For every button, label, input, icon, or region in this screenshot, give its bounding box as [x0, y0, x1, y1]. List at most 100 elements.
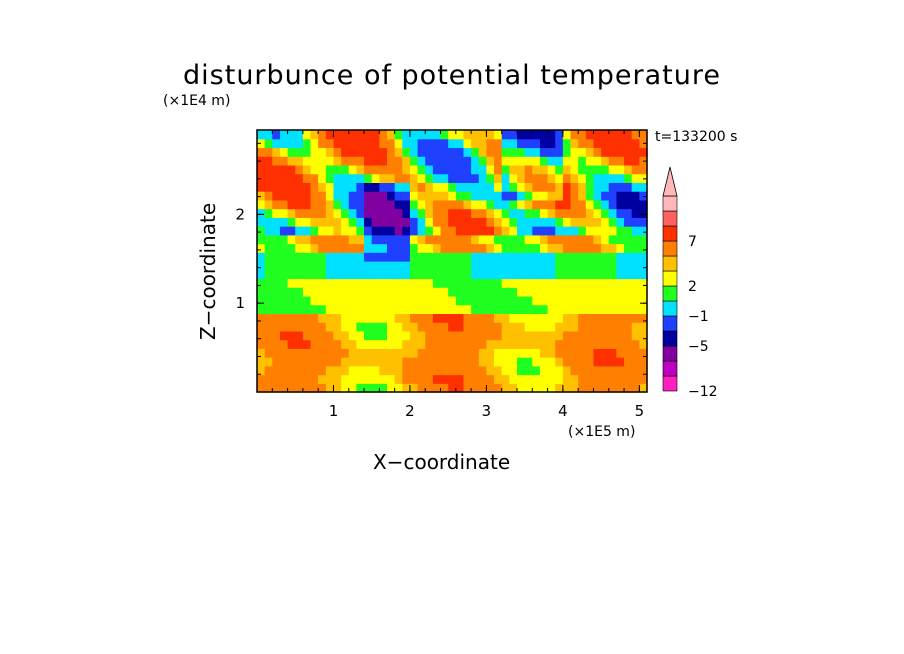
field-cell: [509, 243, 518, 253]
field-cell: [356, 199, 365, 210]
field-cell: [341, 374, 350, 384]
field-cell: [387, 164, 396, 175]
field-cell: [417, 156, 426, 166]
field-cell: [555, 261, 564, 271]
field-cell: [616, 330, 625, 341]
field-cell: [341, 357, 350, 367]
field-cell: [341, 252, 350, 262]
field-cell: [501, 182, 510, 192]
field-cell: [509, 322, 518, 332]
field-cell: [616, 217, 625, 227]
field-cell: [417, 330, 426, 341]
field-cell: [264, 217, 273, 227]
field-cell: [272, 261, 281, 271]
field-cell: [616, 313, 625, 323]
field-cell: [539, 138, 549, 149]
field-cell: [432, 269, 442, 280]
field-cell: [555, 287, 564, 297]
field-cell: [325, 365, 335, 376]
field-cell: [601, 243, 610, 253]
field-cell: [547, 278, 556, 288]
field-cell: [287, 217, 296, 227]
field-cell: [448, 348, 457, 358]
field-cell: [325, 330, 335, 341]
field-cell: [624, 173, 633, 183]
field-cell: [257, 234, 266, 245]
field-cell: [387, 287, 396, 297]
field-cell: [486, 156, 495, 166]
field-cell: [272, 208, 281, 218]
field-cell: [364, 330, 373, 341]
field-cell: [486, 191, 495, 201]
field-cell: [547, 147, 556, 157]
field-cell: [593, 208, 602, 218]
field-cell: [425, 269, 434, 280]
field-cell: [379, 199, 388, 210]
field-cell: [417, 278, 426, 288]
field-cell: [325, 234, 335, 245]
field-cell: [379, 191, 388, 201]
field-cell: [608, 191, 618, 201]
field-cell: [494, 234, 503, 245]
field-cell: [547, 138, 556, 149]
field-cell: [272, 322, 281, 332]
field-cell: [272, 243, 281, 253]
field-cell: [509, 313, 518, 323]
field-cell: [318, 234, 327, 245]
field-cell: [601, 365, 610, 376]
field-cell: [279, 147, 289, 157]
field-cell: [624, 217, 633, 227]
field-cell: [585, 295, 595, 306]
field-cell: [356, 269, 365, 280]
field-cell: [318, 208, 327, 218]
field-cell: [486, 199, 495, 210]
field-cell: [341, 199, 350, 210]
field-cell: [562, 182, 572, 192]
field-cell: [302, 182, 312, 192]
field-cell: [517, 365, 526, 376]
field-cell: [517, 261, 526, 271]
field-cell: [608, 252, 618, 262]
field-cell: [578, 348, 587, 358]
field-cell: [539, 199, 549, 210]
field-cell: [639, 383, 648, 393]
field-cell: [585, 383, 595, 393]
field-cell: [432, 234, 442, 245]
field-cell: [325, 217, 335, 227]
field-cell: [455, 313, 465, 323]
field-cell: [394, 156, 403, 166]
field-cell: [448, 226, 457, 236]
field-cell: [257, 304, 266, 314]
field-cell: [379, 339, 388, 349]
field-cell: [440, 156, 449, 166]
field-cell: [486, 374, 495, 384]
field-cell: [356, 383, 365, 393]
x-tick-label: 5: [635, 402, 645, 420]
field-cell: [639, 374, 648, 384]
field-cell: [455, 269, 465, 280]
field-cell: [272, 156, 281, 166]
field-cell: [356, 252, 365, 262]
field-cell: [471, 243, 480, 253]
field-cell: [501, 138, 510, 149]
field-cell: [478, 217, 488, 227]
field-cell: [539, 304, 549, 314]
field-cell: [593, 156, 602, 166]
field-cell: [409, 234, 419, 245]
field-cell: [371, 304, 380, 314]
field-cell: [517, 304, 526, 314]
field-cell: [333, 365, 342, 376]
field-cell: [601, 164, 610, 175]
field-cell: [463, 339, 472, 349]
field-cell: [517, 330, 526, 341]
field-cell: [585, 287, 595, 297]
field-cell: [371, 357, 380, 367]
field-cell: [578, 269, 587, 280]
field-cell: [257, 130, 266, 140]
field-cell: [570, 226, 579, 236]
field-cell: [356, 164, 365, 175]
field-cell: [524, 339, 533, 349]
field-cell: [310, 208, 319, 218]
field-cell: [333, 191, 342, 201]
field-cell: [402, 261, 411, 271]
